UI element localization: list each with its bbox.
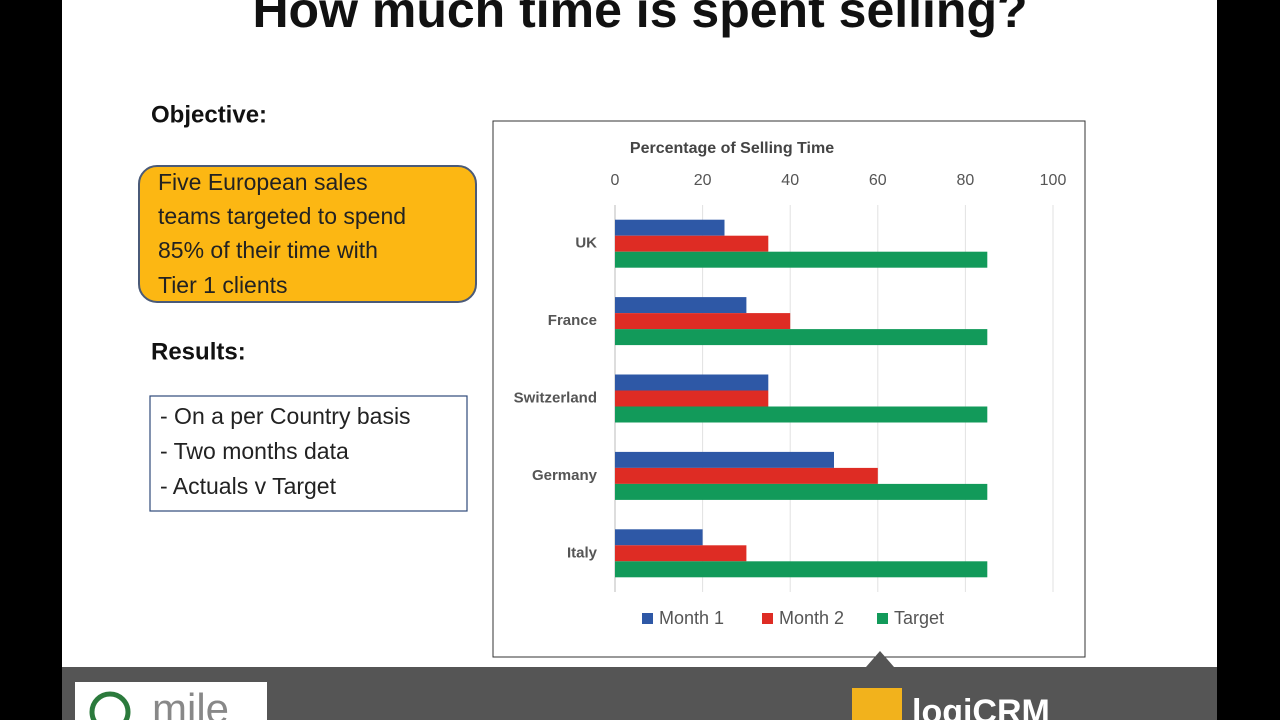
x-tick-label: 0 — [611, 172, 620, 189]
results-box — [149, 395, 468, 512]
bar — [615, 374, 769, 391]
objective-line: Tier 1 clients — [158, 272, 288, 298]
bar — [615, 451, 834, 468]
objective-box — [138, 165, 477, 303]
y-tick-label: Germany — [532, 467, 598, 484]
crm-icon — [852, 688, 902, 720]
bar — [615, 313, 791, 330]
bar — [615, 219, 725, 236]
legend-label: Month 2 — [779, 608, 844, 628]
bar — [615, 390, 769, 407]
objective-line: 85% of their time with — [158, 237, 378, 263]
bar — [615, 529, 703, 546]
results-item: - On a per Country basis — [160, 403, 411, 429]
x-tick-label: 20 — [694, 172, 712, 189]
bar — [615, 483, 988, 500]
bar — [615, 329, 988, 346]
plot: 0 20 40 60 80 100 UK France Switzerland Germany It… — [514, 172, 1067, 628]
x-tick-label: 60 — [869, 172, 887, 189]
bar — [615, 406, 988, 423]
y-tick-label: Italy — [567, 544, 598, 561]
bar — [615, 235, 769, 252]
x-tick-label: 100 — [1040, 172, 1067, 189]
y-tick-label: Switzerland — [514, 389, 597, 406]
legend-label: Month 1 — [659, 608, 724, 628]
legend-swatch — [642, 613, 653, 624]
legend-label: Target — [894, 608, 944, 628]
left-logo: mile — [152, 685, 229, 720]
right-logo: logiCRM — [912, 693, 1050, 720]
legend-swatch — [877, 613, 888, 624]
bar — [615, 251, 988, 268]
objective-line: teams targeted to spend — [158, 203, 406, 229]
objective-heading: Objective: — [151, 101, 267, 128]
y-tick-label: France — [548, 312, 597, 329]
y-tick-label: UK — [575, 235, 597, 252]
results-heading: Results: — [151, 338, 246, 365]
objective-line: Five European sales — [158, 169, 368, 195]
results-item: - Two months data — [160, 438, 349, 464]
logo-icon — [89, 691, 131, 720]
bar — [615, 545, 747, 562]
bar — [615, 561, 988, 578]
footer-notch — [866, 651, 894, 667]
x-tick-label: 80 — [957, 172, 975, 189]
slide-title: How much time is spent selling? — [252, 0, 1027, 38]
results-item: - Actuals v Target — [160, 473, 337, 499]
bar — [615, 467, 878, 484]
chart-title: Percentage of Selling Time — [630, 140, 834, 157]
bar — [615, 297, 747, 314]
x-tick-label: 40 — [781, 172, 799, 189]
logo-box — [75, 682, 267, 720]
legend-swatch — [762, 613, 773, 624]
